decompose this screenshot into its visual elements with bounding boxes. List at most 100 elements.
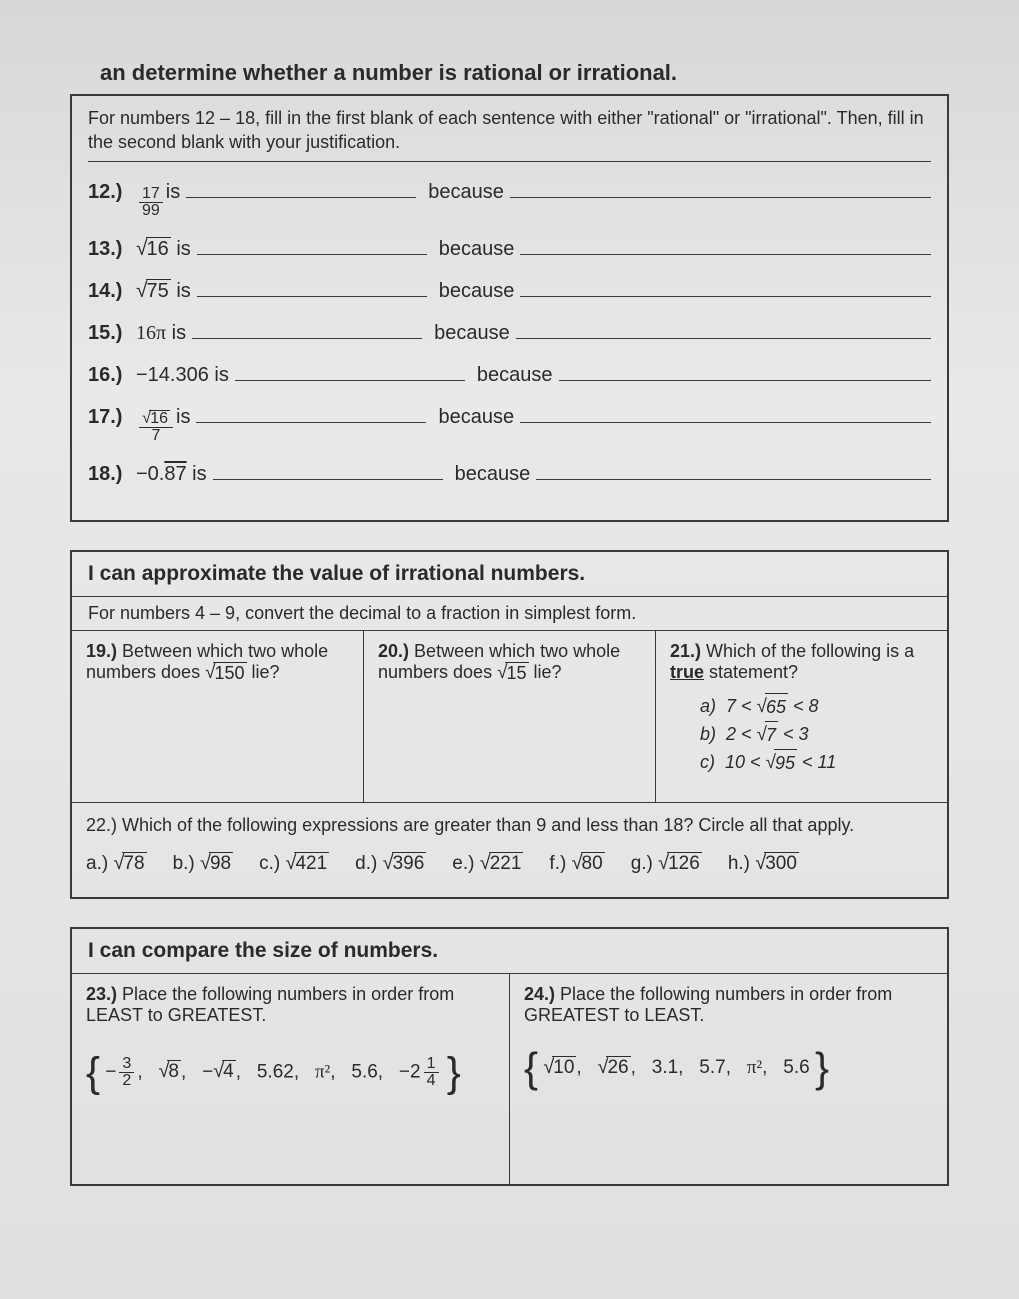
q22-choice-e[interactable]: e.) √221 <box>452 852 523 875</box>
q23-pi: π² <box>315 1061 330 1082</box>
q24-text: Place the following numbers in order fro… <box>524 984 892 1025</box>
is-label: is <box>176 238 190 261</box>
q21-textend: statement? <box>704 662 798 682</box>
because-label: because <box>439 238 515 261</box>
opt-right: < 8 <box>793 696 819 716</box>
c-label: d.) <box>355 853 377 874</box>
question-16: 16.) −14.306 is because <box>88 359 931 387</box>
q20-textb: lie? <box>534 662 562 682</box>
q22-choice-c[interactable]: c.) √421 <box>259 852 329 875</box>
q22-choice-f[interactable]: f.) √80 <box>549 852 604 875</box>
q14-blank1[interactable] <box>197 275 427 297</box>
q14-blank2[interactable] <box>520 275 931 297</box>
c-label: g.) <box>631 853 653 874</box>
q22-choice-a[interactable]: a.) √78 <box>86 852 147 875</box>
q17-blank2[interactable] <box>520 401 931 423</box>
box-compare: I can compare the size of numbers. 23.) … <box>70 927 949 1186</box>
question-22: 22.) Which of the following expressions … <box>72 803 947 897</box>
q21-opt-c[interactable]: c) 10 < √95 < 11 <box>700 749 933 777</box>
q23-s1: 8 <box>167 1060 181 1083</box>
q20-num: 20.) <box>378 641 409 661</box>
q22-text: Which of the following expressions are g… <box>122 815 854 835</box>
q15-num: 15.) <box>88 322 136 345</box>
q12-blank1[interactable] <box>186 176 416 198</box>
q18-num: 18.) <box>88 463 136 486</box>
box-rational-irrational: For numbers 12 – 18, fill in the first b… <box>70 94 949 522</box>
q18-lead: −0. <box>136 463 164 486</box>
q17-rad: 16 <box>149 410 170 427</box>
q22-choice-d[interactable]: d.) √396 <box>355 852 426 875</box>
q13-blank1[interactable] <box>197 233 427 255</box>
opt-rad: 65 <box>765 693 788 721</box>
row-19-20-21: 19.) Between which two whole numbers doe… <box>72 631 947 803</box>
question-19: 19.) Between which two whole numbers doe… <box>72 631 364 802</box>
brace-right-icon: } <box>447 1048 461 1095</box>
q22-choice-h[interactable]: h.) √300 <box>728 852 799 875</box>
is-label: is <box>214 364 228 387</box>
q24-s2: 26 <box>606 1056 630 1079</box>
box3-heading: I can compare the size of numbers. <box>72 929 947 974</box>
c-label: h.) <box>728 853 750 874</box>
q21-opt-b[interactable]: b) 2 < √7 < 3 <box>700 721 933 749</box>
is-label: is <box>176 280 190 303</box>
is-label: is <box>192 463 206 486</box>
q14-num: 14.) <box>88 280 136 303</box>
q22-choice-b[interactable]: b.) √98 <box>173 852 234 875</box>
is-label: is <box>172 322 186 345</box>
q15-blank2[interactable] <box>516 317 931 339</box>
c-rad: 126 <box>667 852 702 875</box>
q23-mn: 1 <box>424 1056 439 1073</box>
q19-textb: lie? <box>252 662 280 682</box>
q15-expr: 16π is <box>136 322 186 345</box>
q16-expr: −14.306 is <box>136 364 229 387</box>
question-17: 17.) √16 7 is because <box>88 401 931 444</box>
box-approximate: I can approximate the value of irrationa… <box>70 550 949 899</box>
q19-rad: 150 <box>213 662 246 684</box>
question-18: 18.) −0.87 is because <box>88 458 931 486</box>
box2-heading: I can approximate the value of irrationa… <box>72 552 947 597</box>
question-13: 13.) √16 is because <box>88 233 931 261</box>
q24-set: { √10, √26, 3.1, 5.7, π², 5.6 } <box>524 1056 933 1079</box>
q16-blank1[interactable] <box>235 359 465 381</box>
question-12: 12.) 1799 is because <box>88 176 931 219</box>
question-24: 24.) Place the following numbers in orde… <box>510 974 947 1184</box>
q21-opt-a[interactable]: a) 7 < √65 < 8 <box>700 693 933 721</box>
q16-blank2[interactable] <box>559 359 932 381</box>
q23-v2: 5.6 <box>351 1061 377 1082</box>
q12-num: 12.) <box>88 181 136 204</box>
q21-num: 21.) <box>670 641 701 661</box>
q21-text: Which of the following is a <box>706 641 914 661</box>
q17-num: 17.) <box>88 406 136 429</box>
box1-instructions: For numbers 12 – 18, fill in the first b… <box>88 106 931 162</box>
q22-choice-g[interactable]: g.) √126 <box>631 852 702 875</box>
q18-blank2[interactable] <box>536 458 931 480</box>
q13-blank2[interactable] <box>520 233 931 255</box>
q12-numer: 17 <box>139 186 163 203</box>
q12-expr: 1799 is <box>136 181 180 219</box>
q12-blank2[interactable] <box>510 176 931 198</box>
c-label: a.) <box>86 853 108 874</box>
question-20: 20.) Between which two whole numbers doe… <box>364 631 656 802</box>
question-15: 15.) 16π is because <box>88 317 931 345</box>
question-14: 14.) √75 is because <box>88 275 931 303</box>
q14-expr: √75 is <box>136 279 191 303</box>
brace-right-icon: } <box>815 1044 829 1091</box>
c-label: e.) <box>452 853 474 874</box>
c-rad: 421 <box>294 852 329 875</box>
q15-blank1[interactable] <box>192 317 422 339</box>
q16-text: −14.306 <box>136 364 209 387</box>
q18-blank1[interactable] <box>213 458 443 480</box>
is-label: is <box>176 406 190 429</box>
q24-s1: 10 <box>552 1056 576 1079</box>
q15-text: 16π <box>136 322 166 345</box>
brace-left-icon: { <box>524 1044 538 1091</box>
q17-blank1[interactable] <box>196 401 426 423</box>
row-23-24: 23.) Place the following numbers in orde… <box>72 974 947 1184</box>
q17-expr: √16 7 is <box>136 406 190 444</box>
c-label: b.) <box>173 853 195 874</box>
q14-rad: 75 <box>146 279 171 303</box>
q24-num: 24.) <box>524 984 555 1004</box>
page-title: an determine whether a number is rationa… <box>70 60 949 86</box>
q20-rad: 15 <box>505 662 528 684</box>
q23-v1: 5.62 <box>257 1061 294 1082</box>
